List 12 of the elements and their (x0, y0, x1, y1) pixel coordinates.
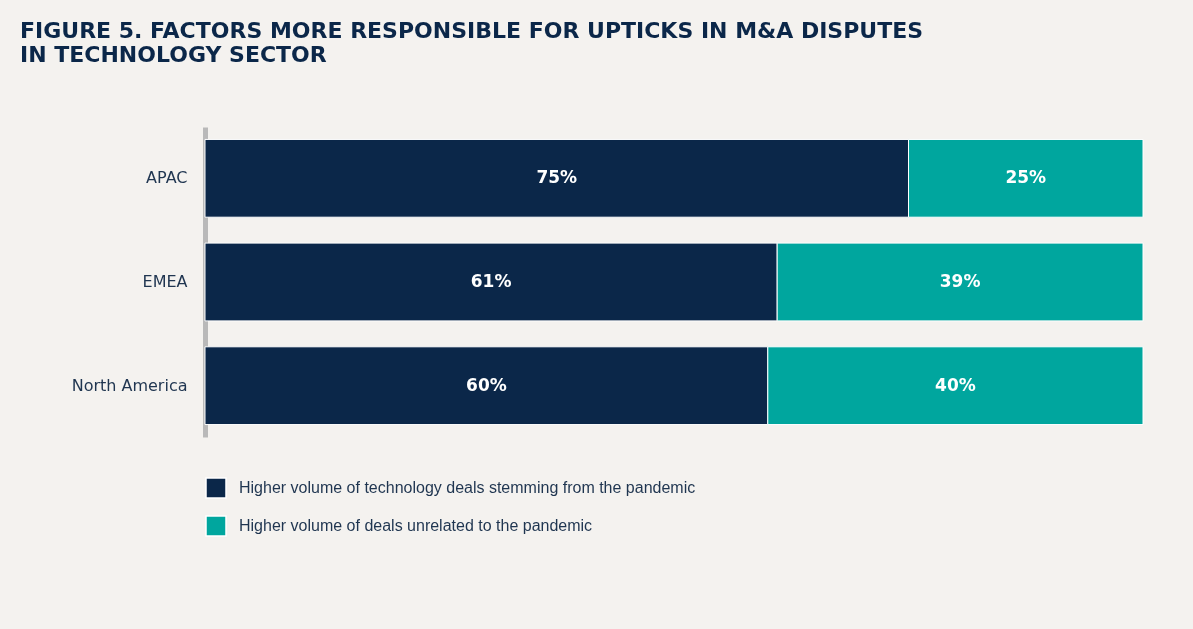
y-tick-label: EMEA (142, 272, 188, 291)
data-label: 75% (536, 167, 578, 188)
legend-label: Higher volume of technology deals stemming from the pandemic (239, 479, 696, 496)
y-tick-label: APAC (146, 168, 188, 188)
legend-label: Higher volume of deals unrelated to the pandemic (239, 517, 593, 534)
data-label: 61% (470, 271, 512, 291)
data-label: 25% (1005, 167, 1047, 188)
chart-title: FIGURE 5. FACTORS MORE RESPONSIBLE FOR UPTICKS IN M&A DISPUTES IN TECHNOLOGY SECTOR (20, 18, 924, 67)
data-label: 39% (939, 271, 981, 291)
data-label: 60% (466, 374, 507, 395)
data-label: 40% (935, 374, 976, 395)
y-tick-label: North America (71, 375, 188, 395)
